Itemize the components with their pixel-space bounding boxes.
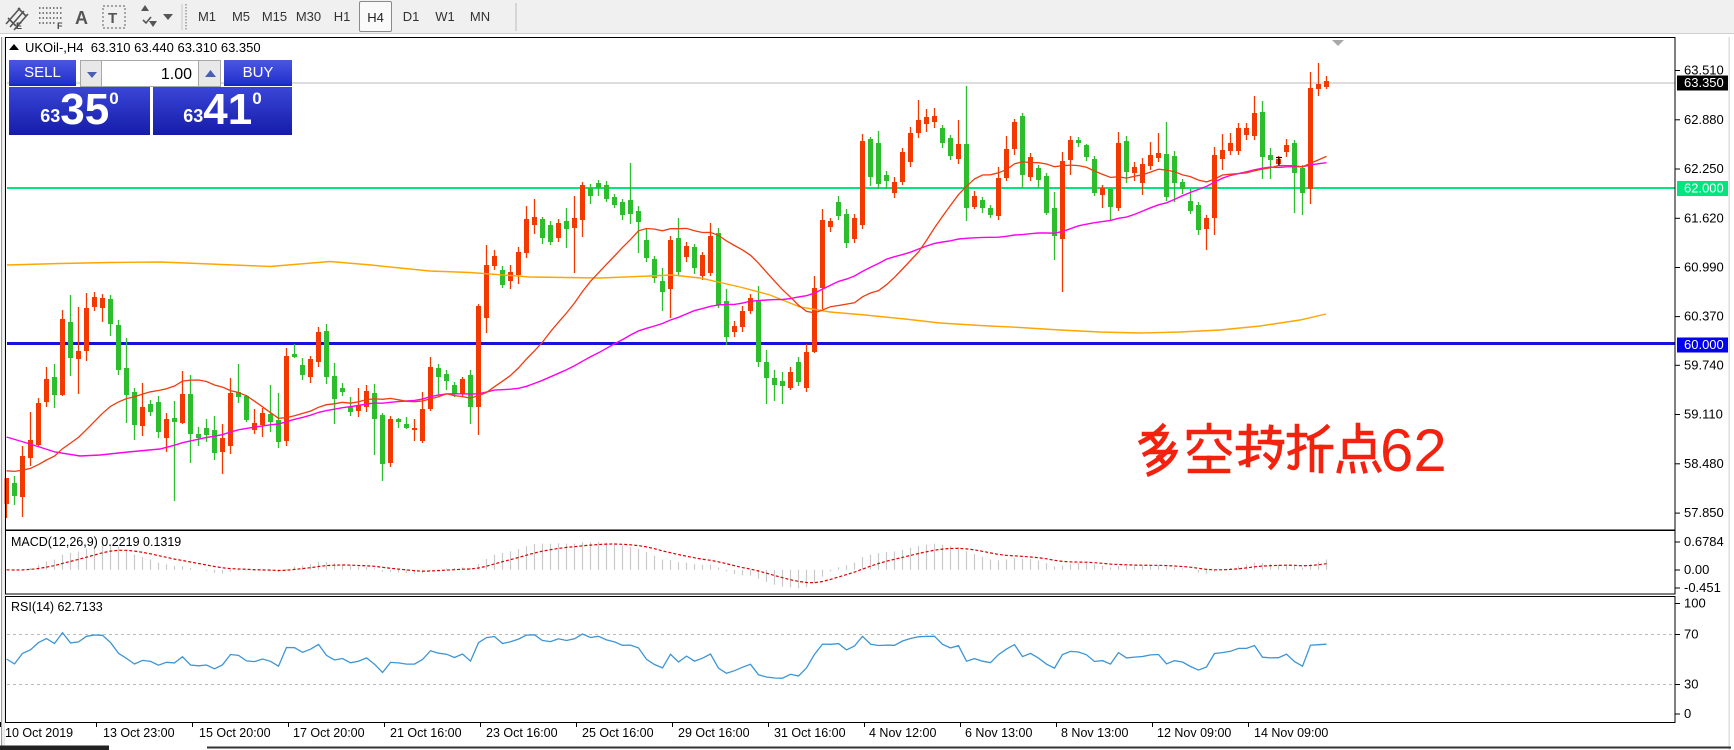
svg-text:60.370: 60.370 [1684, 309, 1724, 324]
svg-text:30: 30 [1684, 677, 1698, 692]
svg-text:15 Oct 20:00: 15 Oct 20:00 [199, 726, 271, 740]
svg-text:29 Oct 16:00: 29 Oct 16:00 [678, 726, 750, 740]
svg-text:10 Oct 2019: 10 Oct 2019 [5, 726, 73, 740]
svg-text:-0.451: -0.451 [1684, 580, 1721, 595]
svg-text:62.000: 62.000 [1684, 181, 1724, 196]
svg-text:23 Oct 16:00: 23 Oct 16:00 [486, 726, 558, 740]
svg-text:63.350: 63.350 [1684, 75, 1724, 90]
svg-text:62.250: 62.250 [1684, 161, 1724, 176]
svg-text:0: 0 [1684, 706, 1691, 721]
svg-text:8 Nov 13:00: 8 Nov 13:00 [1061, 726, 1128, 740]
svg-text:58.480: 58.480 [1684, 456, 1724, 471]
svg-text:UKOil-,H4 63.310 63.440 63.31: UKOil-,H4 63.310 63.440 63.310 63.350 [25, 40, 261, 55]
svg-text:63.510: 63.510 [1684, 63, 1724, 78]
svg-text:60.000: 60.000 [1684, 337, 1724, 352]
svg-text:RSI(14) 62.7133: RSI(14) 62.7133 [11, 600, 103, 614]
svg-text:57.850: 57.850 [1684, 505, 1724, 520]
svg-text:T: T [108, 10, 117, 27]
svg-text:MACD(12,26,9) 0.2219 0.1319: MACD(12,26,9) 0.2219 0.1319 [11, 535, 181, 549]
svg-text:62.880: 62.880 [1684, 112, 1724, 127]
svg-text:62: 62 [1380, 417, 1447, 484]
svg-text:60.990: 60.990 [1684, 260, 1724, 275]
svg-text:59.110: 59.110 [1684, 407, 1723, 422]
svg-text:21 Oct 16:00: 21 Oct 16:00 [390, 726, 462, 740]
svg-text:100: 100 [1684, 596, 1706, 611]
svg-text:6 Nov 13:00: 6 Nov 13:00 [965, 726, 1032, 740]
svg-text:F: F [57, 21, 63, 31]
svg-text:12 Nov 09:00: 12 Nov 09:00 [1157, 726, 1231, 740]
svg-text:59.740: 59.740 [1684, 357, 1724, 372]
svg-text:A: A [75, 8, 88, 28]
svg-text:70: 70 [1684, 627, 1698, 642]
svg-text:31 Oct 16:00: 31 Oct 16:00 [774, 726, 846, 740]
svg-text:17 Oct 20:00: 17 Oct 20:00 [293, 726, 365, 740]
svg-text:61.620: 61.620 [1684, 210, 1724, 225]
svg-text:E: E [16, 21, 22, 31]
svg-text:14 Nov 09:00: 14 Nov 09:00 [1254, 726, 1328, 740]
svg-text:0.00: 0.00 [1684, 562, 1709, 577]
svg-text:4 Nov 12:00: 4 Nov 12:00 [869, 726, 936, 740]
svg-text:25 Oct 16:00: 25 Oct 16:00 [582, 726, 654, 740]
svg-text:13 Oct 23:00: 13 Oct 23:00 [103, 726, 175, 740]
svg-text:0.6784: 0.6784 [1684, 534, 1724, 549]
